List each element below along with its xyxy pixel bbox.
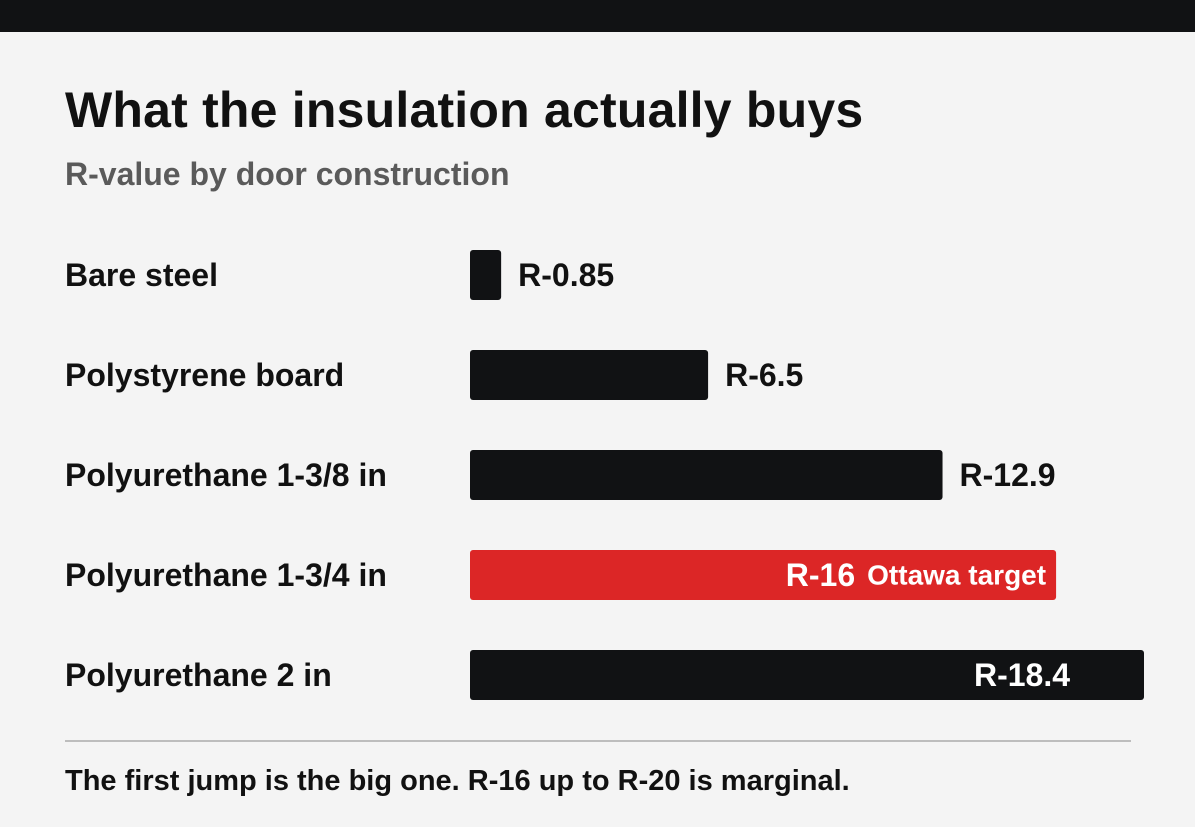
category-label: Polyurethane 1-3/4 in (65, 557, 387, 593)
value-label: R-12.9 (960, 457, 1056, 493)
bar-highlight (470, 550, 1057, 600)
category-label: Polystyrene board (65, 357, 344, 393)
divider (65, 740, 1131, 742)
bar (470, 450, 943, 500)
category-label: Polyurethane 2 in (65, 657, 332, 693)
value-label: R-6.5 (725, 357, 803, 393)
top-bar (0, 0, 1195, 32)
category-label: Polyurethane 1-3/8 in (65, 457, 387, 493)
category-label: Bare steel (65, 257, 218, 293)
bar (470, 650, 1144, 700)
footer-note: The first jump is the big one. R-16 up t… (65, 765, 850, 797)
value-label: R-18.4 (974, 657, 1070, 693)
value-label: R-0.85 (518, 257, 614, 293)
bar (470, 350, 709, 400)
chart-title: What the insulation actually buys (65, 82, 864, 138)
chart-subtitle: R-value by door construction (65, 156, 510, 192)
bar (470, 250, 502, 300)
annotation-label: Ottawa target (867, 560, 1046, 591)
value-label: R-16 (786, 557, 855, 593)
